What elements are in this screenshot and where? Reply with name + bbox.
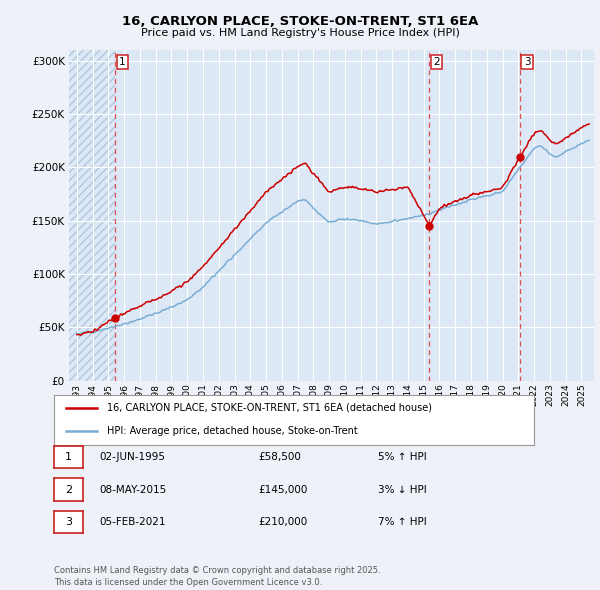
- Text: 1: 1: [119, 57, 125, 67]
- Text: 16, CARLYON PLACE, STOKE-ON-TRENT, ST1 6EA: 16, CARLYON PLACE, STOKE-ON-TRENT, ST1 6…: [122, 15, 478, 28]
- Text: 3% ↓ HPI: 3% ↓ HPI: [378, 485, 427, 494]
- Text: 08-MAY-2015: 08-MAY-2015: [99, 485, 166, 494]
- Text: 3: 3: [65, 517, 72, 527]
- Text: 5% ↑ HPI: 5% ↑ HPI: [378, 453, 427, 462]
- Text: 02-JUN-1995: 02-JUN-1995: [99, 453, 165, 462]
- Text: 3: 3: [524, 57, 530, 67]
- Text: £145,000: £145,000: [258, 485, 307, 494]
- Text: HPI: Average price, detached house, Stoke-on-Trent: HPI: Average price, detached house, Stok…: [107, 427, 358, 437]
- Text: £210,000: £210,000: [258, 517, 307, 527]
- Text: Price paid vs. HM Land Registry's House Price Index (HPI): Price paid vs. HM Land Registry's House …: [140, 28, 460, 38]
- Text: 7% ↑ HPI: 7% ↑ HPI: [378, 517, 427, 527]
- Text: 2: 2: [65, 485, 72, 494]
- Text: 2: 2: [433, 57, 440, 67]
- Text: 16, CARLYON PLACE, STOKE-ON-TRENT, ST1 6EA (detached house): 16, CARLYON PLACE, STOKE-ON-TRENT, ST1 6…: [107, 403, 432, 413]
- Text: £58,500: £58,500: [258, 453, 301, 462]
- Text: Contains HM Land Registry data © Crown copyright and database right 2025.
This d: Contains HM Land Registry data © Crown c…: [54, 566, 380, 587]
- Text: 1: 1: [65, 453, 72, 462]
- Text: 05-FEB-2021: 05-FEB-2021: [99, 517, 166, 527]
